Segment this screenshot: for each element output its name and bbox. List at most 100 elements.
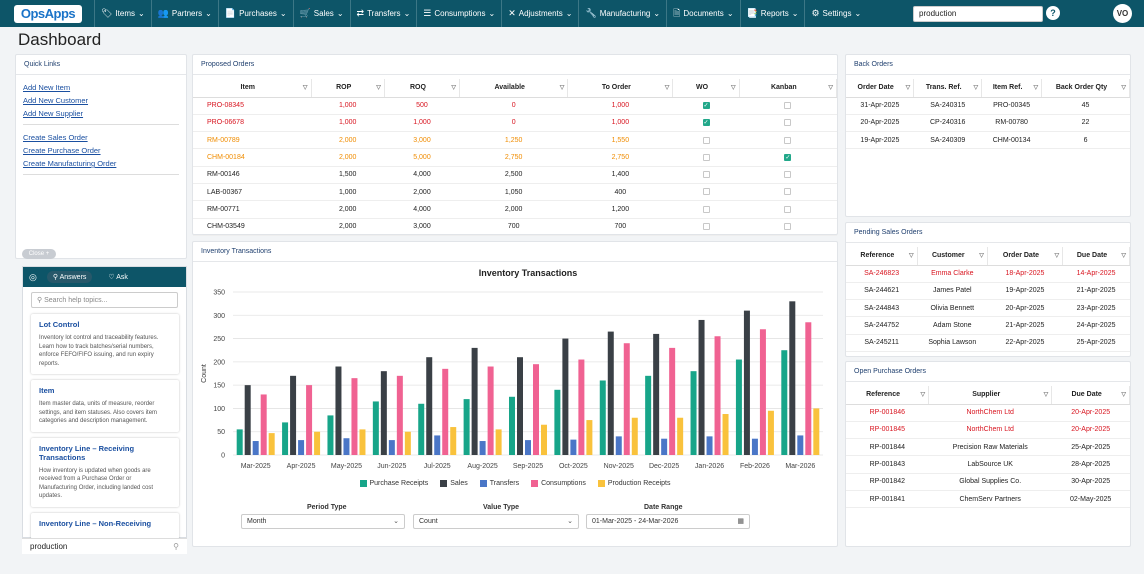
column-header[interactable]: Due Date ▽	[1051, 386, 1130, 405]
wo-checkbox[interactable]: ✓	[702, 119, 710, 127]
column-header[interactable]: Reference ▽	[846, 247, 918, 266]
help-query-input[interactable]: production ⚲	[22, 538, 187, 554]
value-type-select[interactable]: Count ⌄	[413, 514, 579, 529]
column-header[interactable]: Trans. Ref. ▽	[913, 79, 983, 98]
column-header[interactable]: Item ▽	[193, 79, 312, 98]
table-row[interactable]: SA-244621 James Patel 19-Apr-2025 21-Apr-20…	[846, 282, 1130, 301]
help-card[interactable]: Item Item master data, units of measure, …	[31, 380, 179, 432]
tab-answers[interactable]: ⚲ Answers	[46, 271, 93, 283]
table-row[interactable]: SA-244843 Olivia Bennett 20-Apr-2025 23-Apr…	[846, 299, 1130, 318]
kanban-checkbox[interactable]: ✓	[784, 153, 792, 161]
filter-icon[interactable]: ▽	[1121, 85, 1126, 91]
column-header[interactable]: Reference ▽	[846, 386, 930, 405]
wo-checkbox[interactable]	[702, 205, 710, 213]
legend-item[interactable]: Production Receipts	[597, 480, 671, 487]
kanban-checkbox[interactable]	[784, 101, 792, 109]
nav-items[interactable]: 🏷 Items ⌄	[94, 0, 151, 27]
column-header[interactable]: Supplier ▽	[928, 386, 1053, 405]
kanban-checkbox[interactable]	[784, 119, 792, 127]
wo-checkbox[interactable]	[702, 153, 710, 161]
kanban-checkbox[interactable]	[784, 205, 792, 213]
table-row[interactable]: SA-245211 Sophia Lawson 22-Apr-2025 25-Apr-…	[846, 334, 1130, 352]
column-header[interactable]: Item Ref. ▽	[981, 79, 1043, 98]
table-row[interactable]: CHM-00184 2,000 5,000 2,750 2,750 ✓	[193, 148, 837, 167]
table-row[interactable]: RM-00771 2,000 4,000 2,000 1,200	[193, 200, 837, 219]
table-row[interactable]: PRO-06678 1,000 1,000 0 1,000 ✓	[193, 114, 837, 133]
filter-icon[interactable]: ▽	[909, 253, 914, 259]
table-row[interactable]: PRO-08345 1,000 500 0 1,000 ✓	[193, 97, 837, 115]
table-row[interactable]: SA-246823 Emma Clarke 18-Apr-2025 14-Apr-20…	[846, 265, 1130, 283]
date-range-input[interactable]: 01-Mar-2025 - 24-Mar-2026 ▦	[586, 514, 750, 529]
kanban-checkbox[interactable]	[784, 171, 792, 179]
column-header[interactable]: To Order ▽	[567, 79, 674, 98]
table-row[interactable]: RP-001843 LabSource UK 28-Apr-2025	[846, 455, 1130, 474]
filter-icon[interactable]: ▽	[1054, 253, 1060, 259]
legend-item[interactable]: Purchase Receipts	[359, 480, 428, 487]
wo-checkbox[interactable]	[702, 136, 710, 144]
calendar-icon[interactable]: ▦	[737, 518, 744, 525]
table-row[interactable]: LAB-00367 1,000 2,000 1,050 400	[193, 183, 837, 202]
help-search-input[interactable]: ⚲ Search help topics...	[31, 292, 178, 308]
column-header[interactable]: Customer ▽	[917, 247, 988, 266]
column-header[interactable]: Order Date ▽	[846, 79, 915, 98]
legend-item[interactable]: Sales	[440, 480, 468, 487]
column-header[interactable]: Available ▽	[459, 79, 569, 98]
nav-documents[interactable]: 🗎 Documents ⌄	[666, 0, 739, 27]
wo-checkbox[interactable]	[702, 171, 710, 179]
column-header[interactable]: Due Date ▽	[1062, 247, 1130, 266]
column-header[interactable]: ROQ ▽	[384, 79, 461, 98]
table-row[interactable]: RP-001842 Global Supplies Co. 30-Apr-2025	[846, 473, 1130, 491]
table-row[interactable]: 31-Apr-2025 SA-240315 PRO-00345 45	[846, 97, 1130, 115]
nav-settings[interactable]: ⚙ Settings ⌄	[804, 0, 867, 27]
table-row[interactable]: 20-Apr-2025 CP-240316 RM-00780 22	[846, 114, 1130, 133]
column-header[interactable]: Order Date ▽	[987, 247, 1064, 266]
filter-icon[interactable]: ▽	[1043, 392, 1049, 398]
column-header[interactable]: Kanban ▽	[739, 79, 838, 98]
filter-icon[interactable]: ▽	[664, 85, 670, 91]
filter-icon[interactable]: ▽	[1121, 253, 1126, 259]
help-button[interactable]: ?	[1046, 6, 1060, 20]
global-search-input[interactable]: production	[913, 6, 1043, 22]
kanban-checkbox[interactable]	[784, 223, 792, 231]
table-row[interactable]: RP-001846 NorthChem Ltd 20-Apr-2025	[846, 404, 1130, 422]
tab-ask[interactable]: ♡ Ask	[108, 274, 128, 281]
filter-icon[interactable]: ▽	[828, 85, 833, 91]
filter-icon[interactable]: ▽	[920, 392, 926, 398]
period-type-select[interactable]: Month ⌄	[241, 514, 405, 529]
nav-partners[interactable]: 👥 Partners ⌄	[150, 0, 218, 27]
wo-checkbox[interactable]: ✓	[702, 101, 710, 109]
create-purchase-order-link[interactable]: Create Purchase Order	[23, 146, 101, 155]
add-new-item-link[interactable]: Add New Item	[23, 83, 71, 92]
add-new-supplier-link[interactable]: Add New Supplier	[23, 109, 84, 118]
nav-manufacturing[interactable]: 🔧 Manufacturing ⌄	[578, 0, 666, 27]
app-logo[interactable]: OpsApps	[14, 4, 82, 23]
help-card[interactable]: Inventory Line – Non-Receiving	[31, 512, 179, 539]
nav-sales[interactable]: 🛒 Sales ⌄	[292, 0, 350, 27]
help-card[interactable]: Lot Control Inventory lot control and tra…	[31, 314, 179, 374]
nav-consumptions[interactable]: ☰ Consumptions ⌄	[416, 0, 501, 27]
filter-icon[interactable]: ▽	[979, 253, 984, 259]
nav-reports[interactable]: 📑 Reports ⌄	[739, 0, 805, 27]
filter-icon[interactable]: ▽	[1121, 392, 1126, 398]
close-help-button[interactable]: Close +	[22, 249, 56, 259]
column-header[interactable]: WO ▽	[672, 79, 740, 98]
table-row[interactable]: RM-00146 1,500 4,000 2,500 1,400	[193, 166, 837, 184]
filter-icon[interactable]: ▽	[731, 85, 736, 91]
table-row[interactable]: 19-Apr-2025 SA-240309 CHM-00134 6	[846, 131, 1130, 150]
wo-checkbox[interactable]	[702, 223, 710, 231]
create-sales-order-link[interactable]: Create Sales Order	[23, 133, 88, 142]
table-row[interactable]: RP-001845 NorthChem Ltd 20-Apr-2025	[846, 421, 1130, 440]
user-avatar[interactable]: VO	[1113, 4, 1132, 23]
help-card[interactable]: Inventory Line – Receiving Transactions H…	[31, 437, 179, 507]
filter-icon[interactable]: ▽	[376, 85, 381, 91]
filter-icon[interactable]: ▽	[905, 85, 911, 91]
filter-icon[interactable]: ▽	[302, 85, 308, 91]
kanban-checkbox[interactable]	[784, 136, 792, 144]
filter-icon[interactable]: ▽	[973, 85, 979, 91]
table-row[interactable]: RP-001841 ChemServ Partners 02-May-2025	[846, 490, 1130, 509]
filter-icon[interactable]: ▽	[451, 85, 457, 91]
create-manufacturing-order-link[interactable]: Create Manufacturing Order	[23, 159, 117, 168]
nav-transfers[interactable]: ⇄ Transfers ⌄	[349, 0, 417, 27]
column-header[interactable]: ROP ▽	[311, 79, 385, 98]
filter-icon[interactable]: ▽	[559, 85, 565, 91]
